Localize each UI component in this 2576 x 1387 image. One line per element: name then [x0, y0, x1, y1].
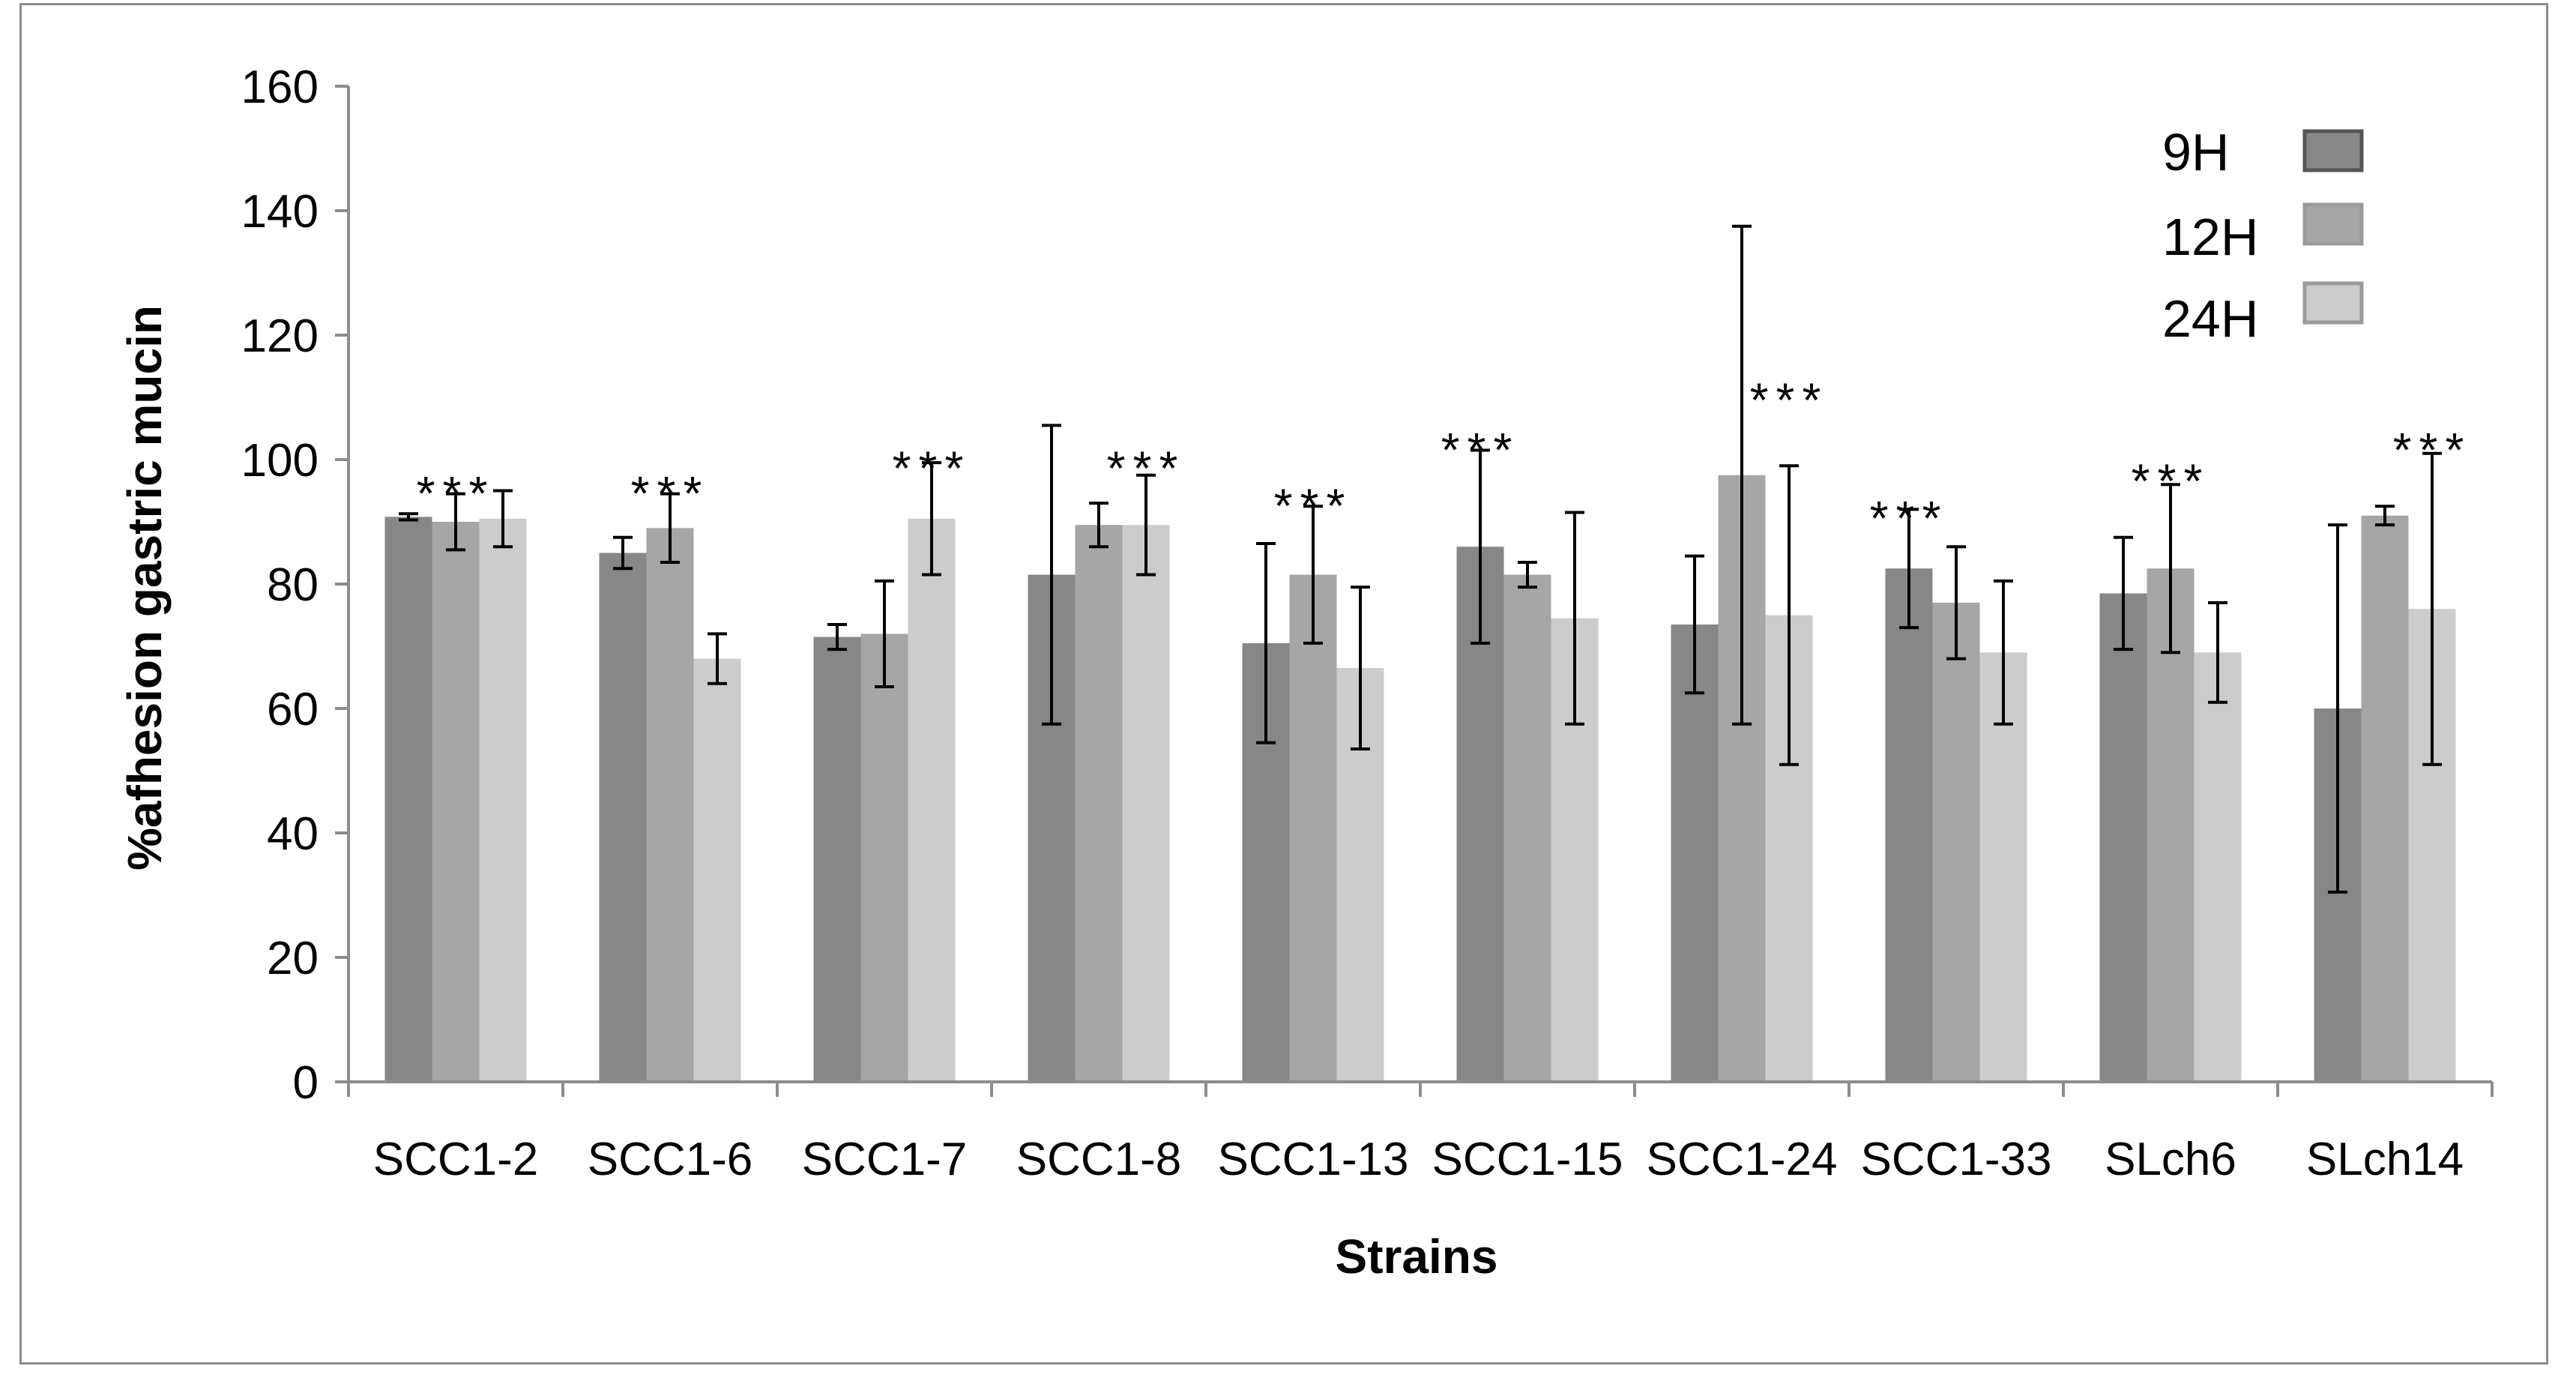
bar-12h-scc1-7 — [860, 634, 908, 1082]
bar-12h-scc1-15 — [1503, 574, 1551, 1082]
y-tick-label-140: 140 — [241, 186, 319, 238]
y-tick-label-0: 0 — [293, 1057, 319, 1109]
significance-scc1-8: *** — [1107, 442, 1186, 496]
legend-swatch-9h — [2302, 129, 2364, 172]
bar-12h-scc1-13 — [1289, 574, 1337, 1082]
bar-24h-slch6 — [2194, 652, 2242, 1082]
legend-label-24h: 24H — [2162, 289, 2258, 348]
bar-9h-scc1-7 — [813, 637, 861, 1082]
bar-9h-scc1-6 — [599, 553, 647, 1082]
x-tick-label-scc1-2: SCC1-2 — [373, 1134, 539, 1185]
bar-12h-slch14 — [2361, 515, 2409, 1082]
y-tick-label-160: 160 — [241, 61, 319, 113]
bar-9h-slch6 — [2099, 593, 2147, 1082]
labels-layer: 0 20 40 60 80 100 120 140 160 SCC1-2 SCC1-6 SCC1-7 S… — [241, 61, 2464, 1185]
significance-slch6: *** — [2132, 454, 2210, 508]
legend-swatch-24h — [2302, 281, 2364, 325]
x-tick-label-scc1-15: SCC1-15 — [1432, 1134, 1623, 1185]
bar-12h-scc1-6 — [646, 528, 694, 1082]
legend-label-12h: 12H — [2162, 208, 2258, 266]
bar-24h-scc1-8 — [1122, 525, 1170, 1082]
significance-scc1-24: *** — [1750, 373, 1829, 427]
y-tick-label-120: 120 — [241, 310, 319, 362]
y-tick-label-100: 100 — [241, 435, 319, 487]
axes-layer — [335, 85, 2494, 1097]
x-tick-label-scc1-24: SCC1-24 — [1647, 1134, 1838, 1185]
x-axis-title: Strains — [1336, 1230, 1498, 1284]
legend-label-9h: 9H — [2162, 123, 2229, 181]
significance-scc1-15: *** — [1441, 423, 1520, 477]
significance-scc1-13: *** — [1274, 479, 1353, 533]
bar-12h-scc1-2 — [432, 522, 480, 1082]
significance-scc1-2: *** — [417, 466, 495, 520]
significance-scc1-33: *** — [1870, 491, 1949, 545]
y-tick-label-80: 80 — [267, 559, 319, 611]
bar-12h-scc1-8 — [1075, 525, 1123, 1082]
x-tick-label-scc1-33: SCC1-33 — [1861, 1134, 2052, 1185]
y-axis-title: %afhesion gastric mucin — [118, 305, 172, 870]
significance-layer: *** *** *** *** *** *** *** *** *** *** — [417, 373, 2472, 545]
bar-24h-scc1-7 — [908, 518, 956, 1082]
x-tick-label-scc1-13: SCC1-13 — [1218, 1134, 1409, 1185]
x-tick-label-scc1-6: SCC1-6 — [588, 1134, 753, 1185]
bar-9h-scc1-2 — [384, 517, 432, 1082]
significance-scc1-6: *** — [631, 466, 710, 520]
significance-slch14: *** — [2393, 423, 2472, 477]
bars-layer — [384, 475, 2456, 1082]
x-tick-label-scc1-8: SCC1-8 — [1016, 1134, 1182, 1185]
legend: 9H 12H 24H — [2162, 123, 2364, 348]
bar-12h-slch6 — [2147, 568, 2195, 1082]
bar-12h-scc1-33 — [1932, 602, 1980, 1082]
bar-9h-scc1-24 — [1671, 624, 1719, 1082]
x-tick-label-slch6: SLch6 — [2105, 1134, 2236, 1185]
bar-24h-scc1-2 — [479, 518, 527, 1082]
significance-scc1-7: *** — [893, 442, 971, 496]
y-tick-label-40: 40 — [267, 808, 319, 860]
x-tick-label-scc1-7: SCC1-7 — [802, 1134, 968, 1185]
legend-swatch-12h — [2302, 202, 2364, 246]
y-tick-label-60: 60 — [267, 684, 319, 735]
y-tick-label-20: 20 — [267, 933, 319, 984]
bar-9h-scc1-33 — [1885, 568, 1933, 1082]
error-bars-layer — [399, 224, 2442, 894]
x-tick-label-slch14: SLch14 — [2306, 1134, 2464, 1185]
bar-24h-scc1-6 — [693, 658, 741, 1082]
